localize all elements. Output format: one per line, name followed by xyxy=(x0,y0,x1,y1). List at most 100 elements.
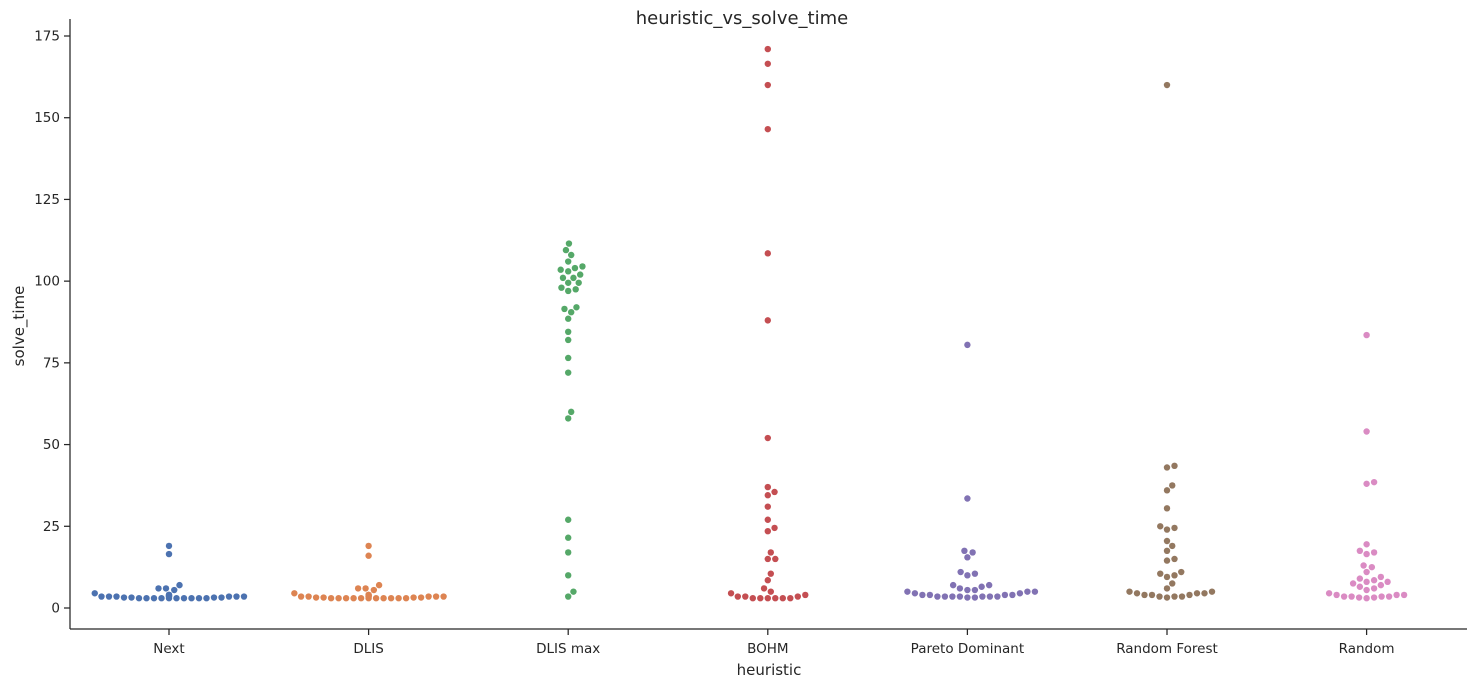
swarm-point xyxy=(312,594,320,601)
swarm-point xyxy=(986,593,994,600)
x-tick-label: DLIS max xyxy=(536,641,600,657)
swarm-point xyxy=(1163,594,1171,601)
swarm-point xyxy=(764,60,771,67)
swarm-point xyxy=(1393,591,1400,599)
swarm-point xyxy=(417,594,425,601)
swarm-point xyxy=(941,593,949,600)
swarm-point xyxy=(180,594,188,602)
swarm-point xyxy=(188,594,195,602)
swarm-point xyxy=(143,594,150,602)
swarm-point xyxy=(402,594,410,602)
swarm-point xyxy=(1193,590,1201,597)
swarm-point xyxy=(387,594,395,602)
swarm-point xyxy=(203,594,210,602)
swarm-point xyxy=(1163,526,1171,533)
swarm-point xyxy=(949,593,956,600)
swarm-point xyxy=(771,524,778,532)
swarm-point xyxy=(565,268,572,275)
swarm-point xyxy=(568,408,575,416)
x-tick-label: Random xyxy=(1339,641,1395,657)
swarm-point xyxy=(1370,549,1378,556)
swarm-point xyxy=(357,594,365,602)
swarm-point xyxy=(1363,568,1370,576)
chart-title: heuristic_vs_solve_time xyxy=(636,8,848,29)
swarm-point xyxy=(165,591,173,599)
swarm-point xyxy=(1157,523,1164,530)
swarm-point xyxy=(335,594,342,602)
swarm-point xyxy=(305,593,312,600)
swarm-point xyxy=(764,81,771,89)
swarm-point xyxy=(764,250,771,257)
swarm-point xyxy=(1126,588,1133,595)
swarm-point xyxy=(568,251,575,259)
swarm-point xyxy=(565,572,572,579)
x-tick-label: Pareto Dominant xyxy=(911,641,1024,657)
swarm-point xyxy=(1363,594,1370,602)
swarm-point xyxy=(1171,593,1178,600)
swarm-point xyxy=(218,594,225,601)
swarm-point xyxy=(926,591,934,599)
swarm-point xyxy=(1348,593,1355,600)
swarm-point xyxy=(233,593,240,600)
swarm-point xyxy=(113,593,120,600)
y-tick-label: 75 xyxy=(43,355,60,371)
swarm-point xyxy=(395,594,402,602)
swarm-point xyxy=(1141,591,1148,599)
swarm-point xyxy=(375,581,383,589)
swarm-point xyxy=(771,488,778,496)
swarm-point xyxy=(225,593,233,600)
y-axis-label: solve_time xyxy=(10,286,29,367)
swarm-point xyxy=(971,570,979,577)
swarm-point xyxy=(380,594,387,602)
swarm-point xyxy=(1363,578,1370,586)
swarm-point xyxy=(742,593,749,600)
swarm-point xyxy=(1355,594,1363,601)
swarm-point xyxy=(1163,557,1171,564)
swarm-point xyxy=(557,266,564,273)
swarm-point xyxy=(964,554,971,561)
swarm-point xyxy=(956,593,964,600)
swarm-point xyxy=(964,341,971,349)
swarm-point xyxy=(562,246,570,254)
y-axis: 0 25 50 75 100 125 150 175 xyxy=(34,19,71,629)
swarm-point xyxy=(1377,581,1385,589)
swarm-point xyxy=(98,593,105,600)
swarm-point xyxy=(565,315,572,322)
swarm-point xyxy=(964,495,971,502)
swarm-point xyxy=(1186,591,1193,599)
swarm-point xyxy=(432,593,440,600)
swarm-point xyxy=(1178,593,1186,600)
swarm-point xyxy=(1031,588,1039,595)
swarm-point xyxy=(949,581,957,589)
swarm-point xyxy=(173,594,180,602)
swarm-point xyxy=(757,594,764,602)
swarm-point xyxy=(561,305,568,313)
swarm-point xyxy=(565,258,572,265)
swarm-point xyxy=(964,594,971,601)
swarm-point xyxy=(764,125,771,133)
swarm-point xyxy=(135,594,143,602)
swarm-point xyxy=(425,593,432,600)
x-tick-label: Random Forest xyxy=(1116,641,1218,657)
swarm-point xyxy=(150,594,158,602)
swarm-point xyxy=(764,434,771,442)
swarm-point xyxy=(1163,487,1171,494)
swarm-point xyxy=(1356,583,1364,590)
swarm-point xyxy=(210,594,218,601)
swarm-point xyxy=(571,264,579,272)
swarm-point xyxy=(764,555,771,563)
swarm-point xyxy=(956,585,964,592)
swarm-point xyxy=(120,594,128,601)
swarm-point xyxy=(1377,573,1385,581)
swarm-point xyxy=(410,594,417,601)
swarm-point xyxy=(158,594,165,602)
swarm-point xyxy=(572,286,579,293)
swarm-point xyxy=(1340,593,1348,600)
swarm-point xyxy=(764,527,771,535)
swarm-point xyxy=(565,287,572,295)
swarm-point xyxy=(1009,591,1016,599)
swarm-point xyxy=(994,593,1001,600)
swarm-point xyxy=(1363,550,1370,558)
swarm-point xyxy=(105,593,113,600)
swarm-point xyxy=(297,593,305,600)
